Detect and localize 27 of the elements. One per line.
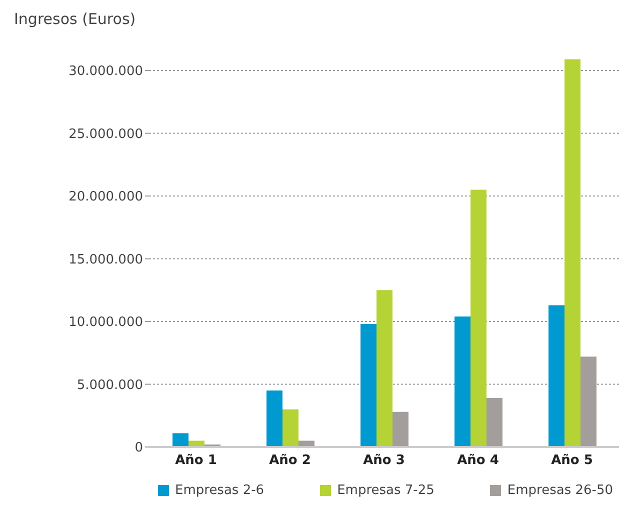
bar: [548, 305, 564, 447]
x-tick-label: Año 1: [175, 453, 217, 468]
y-tick-label: 10.000.000: [68, 315, 143, 330]
x-tick-label: Año 3: [363, 453, 405, 468]
bar: [282, 409, 298, 447]
bar: [564, 59, 580, 447]
x-tick-label: Año 2: [269, 453, 311, 468]
bar: [266, 390, 282, 447]
bar: [360, 324, 376, 447]
x-tick-label: Año 5: [551, 453, 593, 468]
y-tick-label: 5.000.000: [76, 378, 143, 393]
y-tick-label: 25.000.000: [68, 126, 143, 142]
y-tick-label: 30.000.000: [68, 64, 143, 80]
bar: [470, 190, 486, 447]
legend-label: Empresas 26-50: [506, 483, 613, 498]
bar: [392, 412, 408, 447]
y-tick-label: 20.000.000: [68, 190, 143, 205]
x-tick-label: Año 4: [457, 453, 499, 468]
bar: [486, 398, 502, 447]
bar: [172, 433, 188, 447]
y-tick-label: 15.000.000: [68, 252, 143, 268]
y-tick-label: 0: [134, 440, 143, 456]
bar: [454, 316, 470, 447]
y-axis-title: Ingresos (Euros): [14, 10, 136, 28]
legend-label: Empresas 2-6: [174, 483, 264, 498]
legend-label: Empresas 7-25: [336, 483, 434, 498]
bar: [376, 290, 392, 447]
